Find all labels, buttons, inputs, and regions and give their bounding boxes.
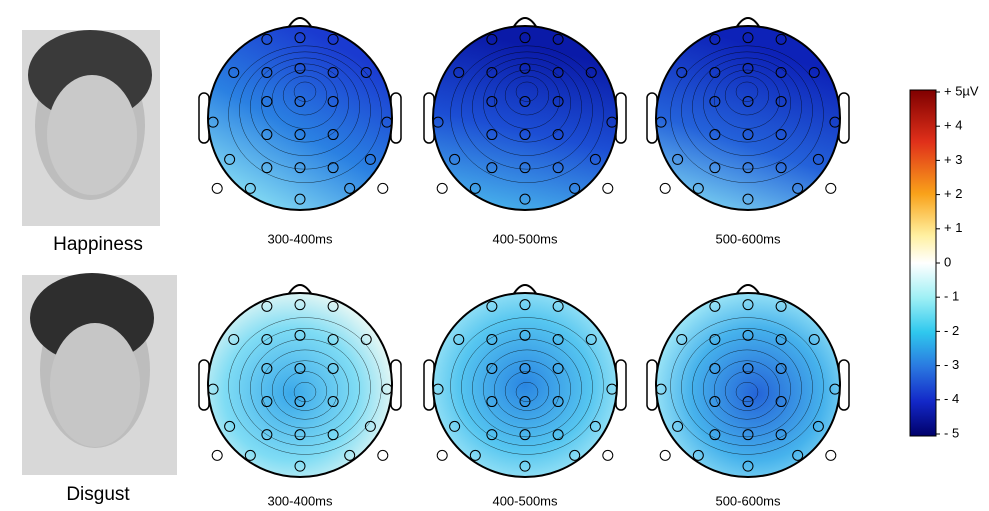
head (433, 293, 617, 477)
electrode (437, 183, 447, 193)
time-window-label: 500-600ms (715, 493, 781, 508)
head (656, 26, 840, 210)
topo-map (199, 18, 401, 210)
electrode (378, 450, 388, 460)
electrode (826, 450, 836, 460)
colorbar-tick-label: + 4 (944, 118, 962, 133)
time-window-label: 300-400ms (267, 493, 333, 508)
colorbar-tick-label: + 2 (944, 186, 962, 201)
electrode (660, 183, 670, 193)
colorbar-tick-label: - 4 (944, 391, 959, 406)
electrode (826, 183, 836, 193)
colorbar-tick-label: 0 (944, 254, 951, 269)
electrode (660, 450, 670, 460)
topo-map (424, 285, 626, 477)
electrode (212, 183, 222, 193)
condition-label: Disgust (66, 484, 130, 505)
topo-map (647, 18, 849, 210)
electrode (603, 183, 613, 193)
colorbar (910, 90, 936, 436)
condition-label: Happiness (53, 234, 143, 255)
electrode (437, 450, 447, 460)
colorbar-tick-label: - 5 (944, 425, 959, 440)
colorbar-tick-label: + 3 (944, 152, 962, 167)
topo-map (199, 285, 401, 477)
colorbar-tick-label: - 1 (944, 289, 959, 304)
time-window-label: 400-500ms (492, 231, 558, 246)
time-window-label: 300-400ms (267, 231, 333, 246)
topo-map (647, 285, 849, 477)
electrode (378, 183, 388, 193)
colorbar-tick-label: + 5µV (944, 83, 979, 98)
colorbar-tick-label: + 1 (944, 220, 962, 235)
electrode (212, 450, 222, 460)
time-window-label: 400-500ms (492, 493, 558, 508)
topo-map (424, 18, 626, 210)
head (433, 26, 617, 210)
figure: Happiness 300-400ms 400-500ms 500-600ms Disg… (0, 0, 989, 511)
electrode (603, 450, 613, 460)
head (208, 293, 392, 477)
colorbar-tick-label: - 3 (944, 357, 959, 372)
colorbar-tick-label: - 2 (944, 323, 959, 338)
time-window-label: 500-600ms (715, 231, 781, 246)
